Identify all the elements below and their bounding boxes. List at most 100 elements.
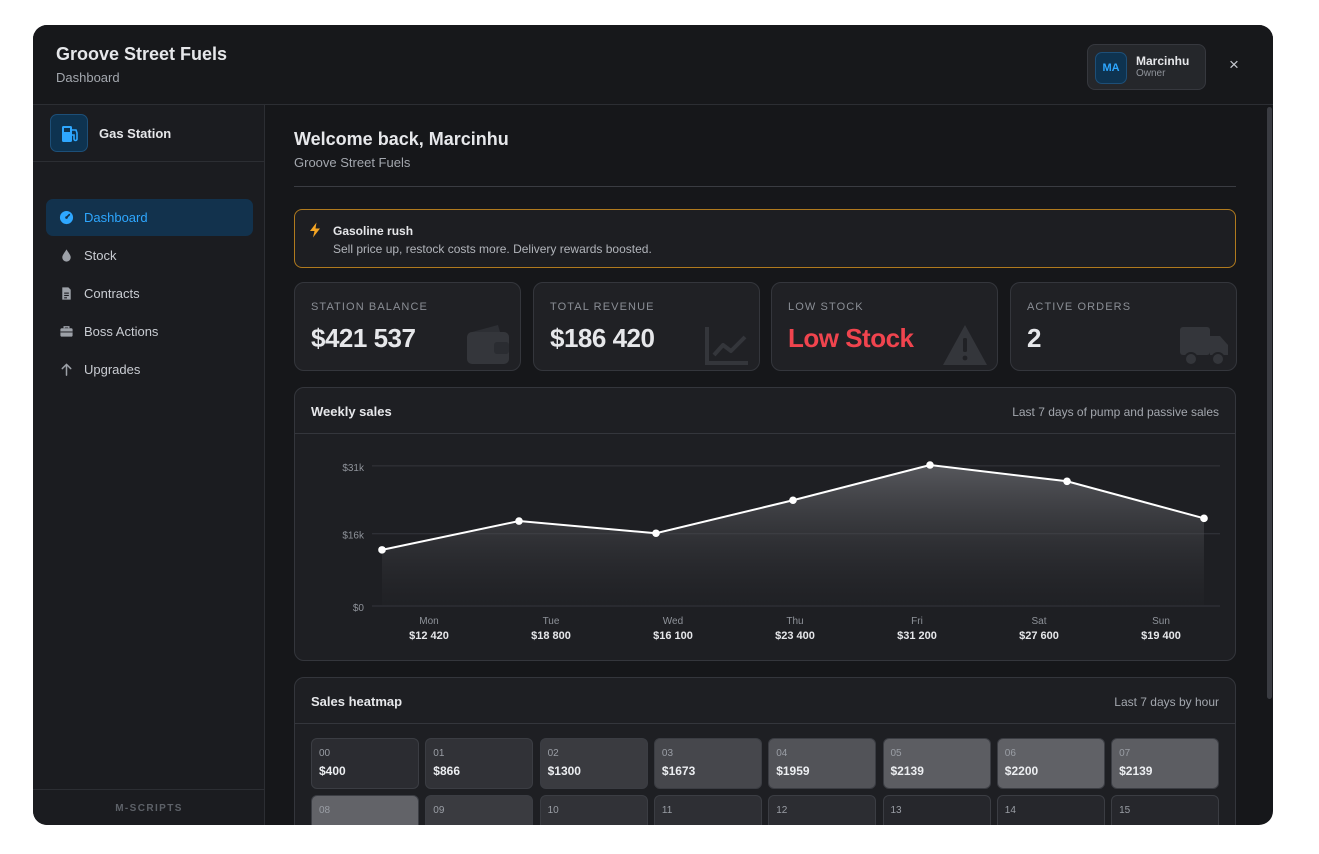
heatmap-cell[interactable]: 10 <box>539 795 648 825</box>
gauge-icon <box>59 210 74 225</box>
sidebar-item-label: Upgrades <box>84 362 141 377</box>
data-label: $31 200 <box>897 630 937 642</box>
line-chart-icon <box>705 327 748 365</box>
truck-icon <box>1180 327 1228 366</box>
heatmap-cell[interactable]: 14 <box>996 795 1105 825</box>
sales-heatmap-panel: Sales heatmap Last 7 days by hour 00 $400… <box>294 677 1236 825</box>
sidebar-brand-name: Gas Station <box>99 126 172 141</box>
heatmap-cell[interactable]: 01 $866 <box>425 738 534 789</box>
card-value: 2 <box>1027 323 1041 353</box>
heatmap-hour: 05 <box>890 748 902 759</box>
panel-header: Sales heatmap Last 7 days by hour <box>295 678 1235 724</box>
heatmap-hour: 14 <box>1004 805 1016 816</box>
event-title: Gasoline rush <box>333 224 414 238</box>
day-column: Thu $23 400 <box>740 616 850 642</box>
heatmap-value: $1673 <box>661 764 696 778</box>
heatmap-hour: 06 <box>1004 748 1016 759</box>
heatmap-cell[interactable]: 05 $2139 <box>882 738 991 789</box>
x-tick-label: Tue <box>542 616 560 627</box>
sidebar-item-upgrades[interactable]: Upgrades <box>46 351 253 388</box>
data-point <box>926 461 934 469</box>
x-tick-label: Mon <box>419 616 439 627</box>
heatmap-hour: 02 <box>547 748 559 759</box>
document-icon <box>62 287 71 300</box>
heatmap-cell[interactable]: 11 <box>653 795 762 825</box>
data-label: $23 400 <box>775 630 815 642</box>
sales-area <box>382 465 1204 606</box>
x-tick-label: Sun <box>1152 616 1170 627</box>
heatmap-cell[interactable]: 03 $1673 <box>653 738 762 789</box>
user-role: Owner <box>1136 68 1166 79</box>
heatmap-hour: 15 <box>1119 805 1131 816</box>
x-tick-label: Wed <box>662 616 684 627</box>
weekly-sales-chart: $0 $16k $31k <box>342 461 1220 614</box>
heatmap-cell[interactable]: 07 $2139 <box>1111 738 1220 789</box>
scrollbar-thumb[interactable] <box>1267 107 1272 699</box>
data-point <box>515 517 523 525</box>
heatmap-value: $866 <box>433 764 460 778</box>
app-title: Groove Street Fuels <box>56 44 228 64</box>
data-label: $27 600 <box>1019 630 1059 642</box>
app-window: Groove Street Fuels Dashboard MA Marcinh… <box>33 25 1273 825</box>
scrollbar[interactable] <box>1266 105 1273 705</box>
low-stock-card: LOW STOCK Low Stock <box>771 282 998 371</box>
sidebar-item-dashboard[interactable]: Dashboard <box>46 199 253 236</box>
heatmap-value: $2139 <box>890 764 924 778</box>
heatmap-cell[interactable]: 08 <box>311 795 419 825</box>
sidebar-brand: Gas Station <box>33 105 265 162</box>
heatmap-value: $400 <box>319 764 346 778</box>
lightning-icon <box>310 222 320 238</box>
heatmap-hour: 07 <box>1119 748 1131 759</box>
heatmap-hour: 12 <box>776 805 788 816</box>
panel-title: Weekly sales <box>311 404 392 419</box>
card-value: $421 537 <box>311 323 416 353</box>
sidebar-item-boss-actions[interactable]: Boss Actions <box>46 313 253 350</box>
user-name: Marcinhu <box>1136 54 1190 68</box>
x-tick-label: Fri <box>911 616 923 627</box>
x-tick-label: Sat <box>1031 616 1047 627</box>
heatmap-hour: 01 <box>433 748 445 759</box>
sidebar-item-contracts[interactable]: Contracts <box>46 275 253 312</box>
panel-header: Weekly sales Last 7 days of pump and pas… <box>295 388 1235 434</box>
panel-note: Last 7 days of pump and passive sales <box>1012 405 1219 419</box>
arrow-up-icon <box>61 363 72 376</box>
heatmap-cell[interactable]: 15 <box>1111 795 1220 825</box>
data-point <box>1063 477 1071 486</box>
heatmap-cell[interactable]: 06 $2200 <box>996 738 1105 789</box>
close-button[interactable]: × <box>1229 55 1239 74</box>
heatmap-hour: 13 <box>890 805 902 816</box>
divider <box>294 186 1236 187</box>
heatmap-cell[interactable]: 04 $1959 <box>768 738 877 789</box>
heatmap-cell[interactable]: 13 <box>882 795 991 825</box>
y-tick-label: $16k <box>342 531 365 542</box>
heatmap-cell[interactable]: 12 <box>768 795 877 825</box>
data-label: $12 420 <box>409 630 449 642</box>
user-chip[interactable]: MA Marcinhu Owner <box>1087 44 1206 90</box>
day-column: Fri $31 200 <box>862 616 972 642</box>
data-label: $18 800 <box>531 630 571 642</box>
card-label: LOW STOCK <box>788 301 864 313</box>
sidebar: Gas Station Dashboard Stock Contracts Bo… <box>33 105 265 825</box>
heatmap-value: $2200 <box>1004 764 1039 778</box>
sidebar-item-label: Stock <box>84 248 117 263</box>
avatar: MA <box>1095 52 1127 84</box>
day-column: Wed $16 100 <box>618 616 728 642</box>
day-column: Mon $12 420 <box>374 616 484 642</box>
day-column: Tue $18 800 <box>496 616 606 642</box>
panel-note: Last 7 days by hour <box>1114 695 1219 709</box>
heatmap-hour: 09 <box>433 805 445 816</box>
data-point <box>789 496 797 505</box>
weekly-sales-panel: Weekly sales Last 7 days of pump and pas… <box>294 387 1236 661</box>
welcome-title: Welcome back, Marcinhu <box>294 129 509 149</box>
data-point <box>652 529 660 538</box>
heatmap-cell[interactable]: 02 $1300 <box>539 738 648 789</box>
active-orders-card: ACTIVE ORDERS 2 <box>1010 282 1237 371</box>
event-banner: Gasoline rush Sell price up, restock cos… <box>294 209 1236 268</box>
heatmap-cell[interactable]: 09 <box>425 795 534 825</box>
wallet-icon <box>467 325 509 364</box>
sidebar-item-label: Contracts <box>84 286 140 301</box>
heatmap-cell[interactable]: 00 $400 <box>311 738 419 789</box>
sidebar-item-stock[interactable]: Stock <box>46 237 253 274</box>
heatmap-value: $1300 <box>547 764 581 778</box>
data-label: $16 100 <box>653 630 693 642</box>
